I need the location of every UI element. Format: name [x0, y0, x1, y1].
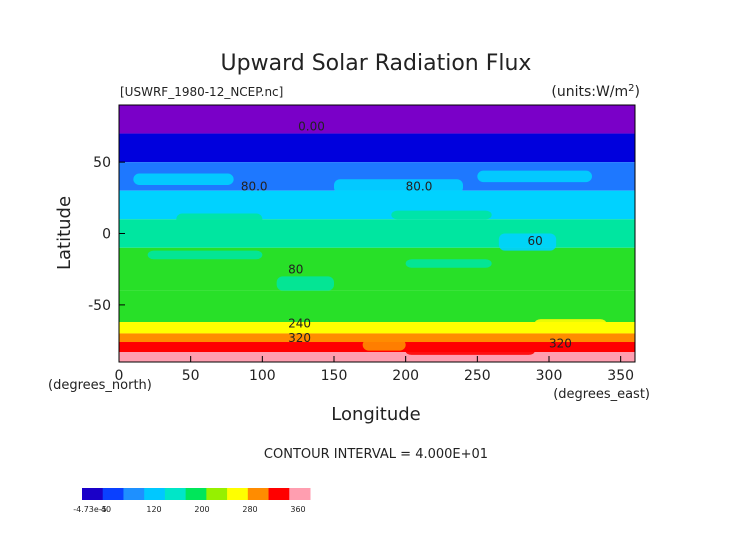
y-unit-note: (degrees_north): [48, 378, 152, 393]
x-unit-note: (degrees_east): [553, 387, 650, 402]
field-patch-8: [276, 276, 334, 291]
colorbar-tick-label-4: 360: [290, 505, 305, 514]
field-patch-4: [391, 210, 492, 220]
field-patch-1: [334, 179, 463, 194]
colorbar-segment-9: [268, 488, 290, 500]
contour-label-4: 80: [288, 262, 303, 276]
x-tick-label-0: 0: [115, 368, 124, 384]
colorbar-segment-5: [185, 488, 207, 500]
x-axis-title: Longitude: [331, 404, 421, 425]
colorbar-tick-label-1: 120: [146, 505, 161, 514]
band-6: [119, 290, 635, 323]
band-7: [119, 322, 635, 334]
x-tick-label-6: 300: [536, 368, 563, 384]
contour-label-2: 80.0: [406, 180, 433, 194]
contour-label-5: 240: [288, 317, 311, 331]
contour-label-7: 320: [549, 337, 572, 351]
field-patch-0: [133, 173, 234, 185]
colorbar-segment-1: [102, 488, 124, 500]
x-tick-label-2: 100: [249, 368, 276, 384]
band-0: [119, 105, 635, 134]
colorbar-segment-2: [123, 488, 145, 500]
colorbar-segment-8: [247, 488, 270, 500]
contour-label-0: 0.00: [298, 120, 325, 134]
y-tick-label-1: 0: [102, 227, 111, 243]
colorbar-segment-4: [164, 488, 187, 500]
x-tick-label-4: 200: [392, 368, 419, 384]
colorbar: [82, 488, 311, 500]
field-patch-7: [405, 259, 492, 268]
y-tick-label-0: 50: [93, 155, 111, 171]
colorbar-segment-10: [289, 488, 311, 500]
y-tick-label-2: -50: [88, 298, 111, 314]
colorbar-segment-7: [227, 488, 249, 500]
band-10: [119, 352, 635, 362]
contour-label-6: 320: [288, 331, 311, 345]
x-tick-label-1: 50: [182, 368, 200, 384]
field-patch-2: [477, 170, 592, 183]
colorbar-min-label: -4.73e-5: [73, 505, 107, 514]
field-patch-3: [176, 213, 263, 225]
chart-title: Upward Solar Radiation Flux: [221, 51, 532, 76]
x-tick-label-3: 150: [321, 368, 348, 384]
axis-ticks: 0 50 100 150 200 250 300 350 50 0 -50: [88, 155, 634, 384]
field-patch-10: [584, 324, 621, 334]
colorbar-tick-labels: 40 120 200 280 360: [101, 505, 306, 514]
file-label: [USWRF_1980-12_NCEP.nc]: [120, 85, 283, 99]
plot-area: [119, 105, 635, 362]
field-patch-5: [498, 233, 557, 251]
field-patch-6: [147, 250, 263, 260]
x-tick-label-5: 250: [464, 368, 491, 384]
field-patch-11: [362, 339, 406, 351]
band-8: [119, 333, 635, 343]
y-axis-title: Latitude: [54, 196, 75, 270]
colorbar-tick-label-2: 200: [194, 505, 209, 514]
colorbar-segment-3: [144, 488, 166, 500]
x-tick-label-7: 350: [607, 368, 634, 384]
contour-label-1: 80.0: [241, 180, 268, 194]
units-label: (units:W/m2): [551, 83, 640, 100]
colorbar-segment-6: [206, 488, 228, 500]
colorbar-tick-label-0: 40: [101, 505, 111, 514]
colorbar-segment-0: [82, 488, 104, 500]
contour-interval-text: CONTOUR INTERVAL = 4.000E+01: [264, 447, 488, 462]
contour-label-3: 60: [528, 234, 543, 248]
field-patch-12: [405, 347, 535, 355]
colorbar-tick-label-3: 280: [242, 505, 257, 514]
band-1: [119, 133, 635, 163]
